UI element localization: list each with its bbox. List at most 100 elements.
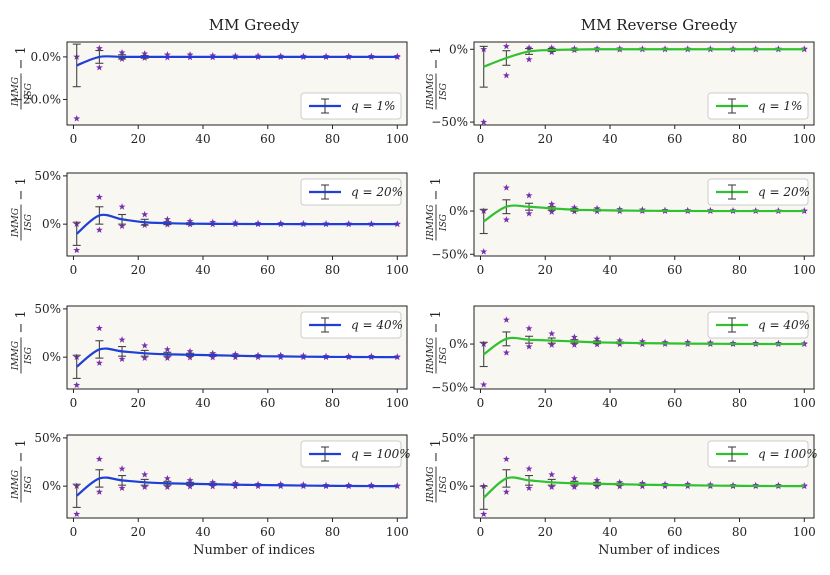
subplot-left-row2: 0 20 40 60 80 100 50% 0% IMMG ISG − 1 q = 40% — [11, 302, 409, 410]
subplot-right-row1: 0 20 40 60 80 100 0% −50% IRMMG ISG − 1 q = 20% — [426, 172, 816, 277]
plot-content — [479, 316, 808, 388]
legend: q = 1% — [300, 92, 402, 120]
y-label-denominator: ISG — [24, 347, 34, 365]
star-marker-lower — [480, 118, 488, 125]
x-tick-label: 40 — [602, 525, 617, 539]
plot-content — [72, 455, 401, 518]
y-label-suffix: − 1 — [14, 439, 29, 462]
x-tick-label: 40 — [195, 263, 210, 277]
axes-frame — [66, 434, 408, 519]
y-label-numerator: IRMMG — [426, 205, 436, 242]
y-label-denominator: ISG — [439, 476, 449, 494]
legend-label: q = 20% — [351, 185, 403, 199]
subplot-right-row2: 0 20 40 60 80 100 0% −50% IRMMG ISG − 1 q = 40% — [426, 305, 816, 410]
x-tick-label: 100 — [386, 263, 409, 277]
x-tick-label: 20 — [131, 396, 146, 410]
star-marker-lower — [95, 63, 103, 71]
subplot-right-row3: 0 20 40 60 80 100 50% 0% IRMMG ISG − 1 q = 100% — [426, 431, 818, 539]
y-label-denominator: ISG — [439, 214, 449, 232]
x-tick-label: 60 — [667, 263, 682, 277]
axes-frame — [473, 172, 815, 257]
y-axis-label: IRMMG ISG − 1 — [426, 439, 449, 503]
x-tick-label: 80 — [732, 396, 747, 410]
star-marker-upper — [141, 50, 149, 57]
star-marker-upper — [548, 470, 556, 478]
title-right: MM Reverse Greedy — [581, 16, 738, 34]
star-marker-upper — [95, 44, 103, 52]
legend: q = 100% — [707, 440, 818, 468]
star-marker-lower — [480, 381, 488, 388]
star-marker-upper — [186, 476, 194, 484]
x-tick-label: 60 — [260, 396, 275, 410]
star-marker-lower — [73, 115, 81, 122]
star-marker-upper — [95, 193, 103, 201]
y-label-denominator: ISG — [24, 214, 34, 232]
title-left: MM Greedy — [209, 16, 300, 34]
legend: q = 100% — [300, 440, 411, 468]
subplot-left-row3: 0 20 40 60 80 100 50% 0% IMMG ISG − 1 q = 100% — [11, 431, 411, 539]
star-marker-upper — [163, 474, 171, 482]
star-marker-upper — [525, 465, 533, 472]
star-marker-upper — [118, 203, 126, 210]
x-tick-label: 20 — [538, 525, 553, 539]
x-tick-label: 0 — [70, 525, 78, 539]
star-marker-lower — [480, 248, 488, 255]
y-axis-label: IMMG ISG − 1 — [11, 46, 34, 110]
legend-label: q = 100% — [758, 447, 818, 461]
star-marker-lower — [548, 341, 556, 348]
star-marker-upper — [95, 324, 103, 332]
x-tick-label: 60 — [667, 396, 682, 410]
y-tick-label: 50% — [34, 169, 61, 183]
star-marker-lower — [570, 483, 578, 491]
legend-label: q = 20% — [758, 185, 810, 199]
y-label-suffix: − 1 — [429, 439, 444, 462]
star-marker-upper — [118, 336, 126, 343]
axes-frame — [66, 172, 408, 257]
x-tick-label: 60 — [667, 132, 682, 146]
star-marker-upper — [141, 210, 149, 218]
x-tick-label: 80 — [732, 132, 747, 146]
star-marker-upper — [502, 184, 510, 191]
star-marker-upper — [593, 335, 601, 342]
star-marker-upper — [163, 345, 171, 353]
x-tick-label: 100 — [793, 525, 816, 539]
x-tick-label: 80 — [325, 132, 340, 146]
y-tick-label: 0% — [42, 217, 61, 231]
y-tick-label: −50% — [431, 115, 468, 129]
star-marker-upper — [186, 347, 194, 355]
star-marker-upper — [525, 324, 533, 332]
x-tick-label: 20 — [131, 525, 146, 539]
legend: q = 1% — [707, 92, 809, 120]
star-marker-lower — [525, 343, 533, 350]
star-marker-lower — [95, 488, 103, 495]
star-marker-upper — [593, 476, 601, 484]
x-tick-label: 60 — [260, 132, 275, 146]
y-label-denominator: ISG — [24, 476, 34, 494]
star-marker-lower — [141, 483, 149, 491]
x-tick-label: 80 — [325, 263, 340, 277]
star-marker-lower — [186, 483, 194, 490]
series-line — [482, 476, 805, 499]
x-tick-label: 60 — [667, 525, 682, 539]
star-marker-upper — [209, 349, 217, 357]
y-tick-label: −20.0% — [13, 92, 61, 106]
star-marker-lower — [480, 510, 488, 518]
x-tick-label: 100 — [386, 396, 409, 410]
star-marker-upper — [502, 42, 510, 50]
x-tick-label: 80 — [325, 396, 340, 410]
y-tick-label: −50% — [431, 380, 468, 394]
x-tick-label: 40 — [602, 396, 617, 410]
y-axis-label: IMMG ISG − 1 — [11, 177, 34, 241]
star-marker-upper — [548, 200, 556, 208]
star-marker-upper — [548, 44, 556, 51]
star-marker-lower — [209, 482, 217, 490]
y-label-denominator: ISG — [439, 347, 449, 365]
x-tick-label: 0 — [477, 525, 485, 539]
x-tick-label: 60 — [260, 525, 275, 539]
x-tick-label: 0 — [70, 396, 78, 410]
star-marker-upper — [502, 455, 510, 463]
y-label-numerator: IRMMG — [426, 338, 436, 375]
x-tick-label: 100 — [793, 132, 816, 146]
x-tick-label: 40 — [195, 132, 210, 146]
